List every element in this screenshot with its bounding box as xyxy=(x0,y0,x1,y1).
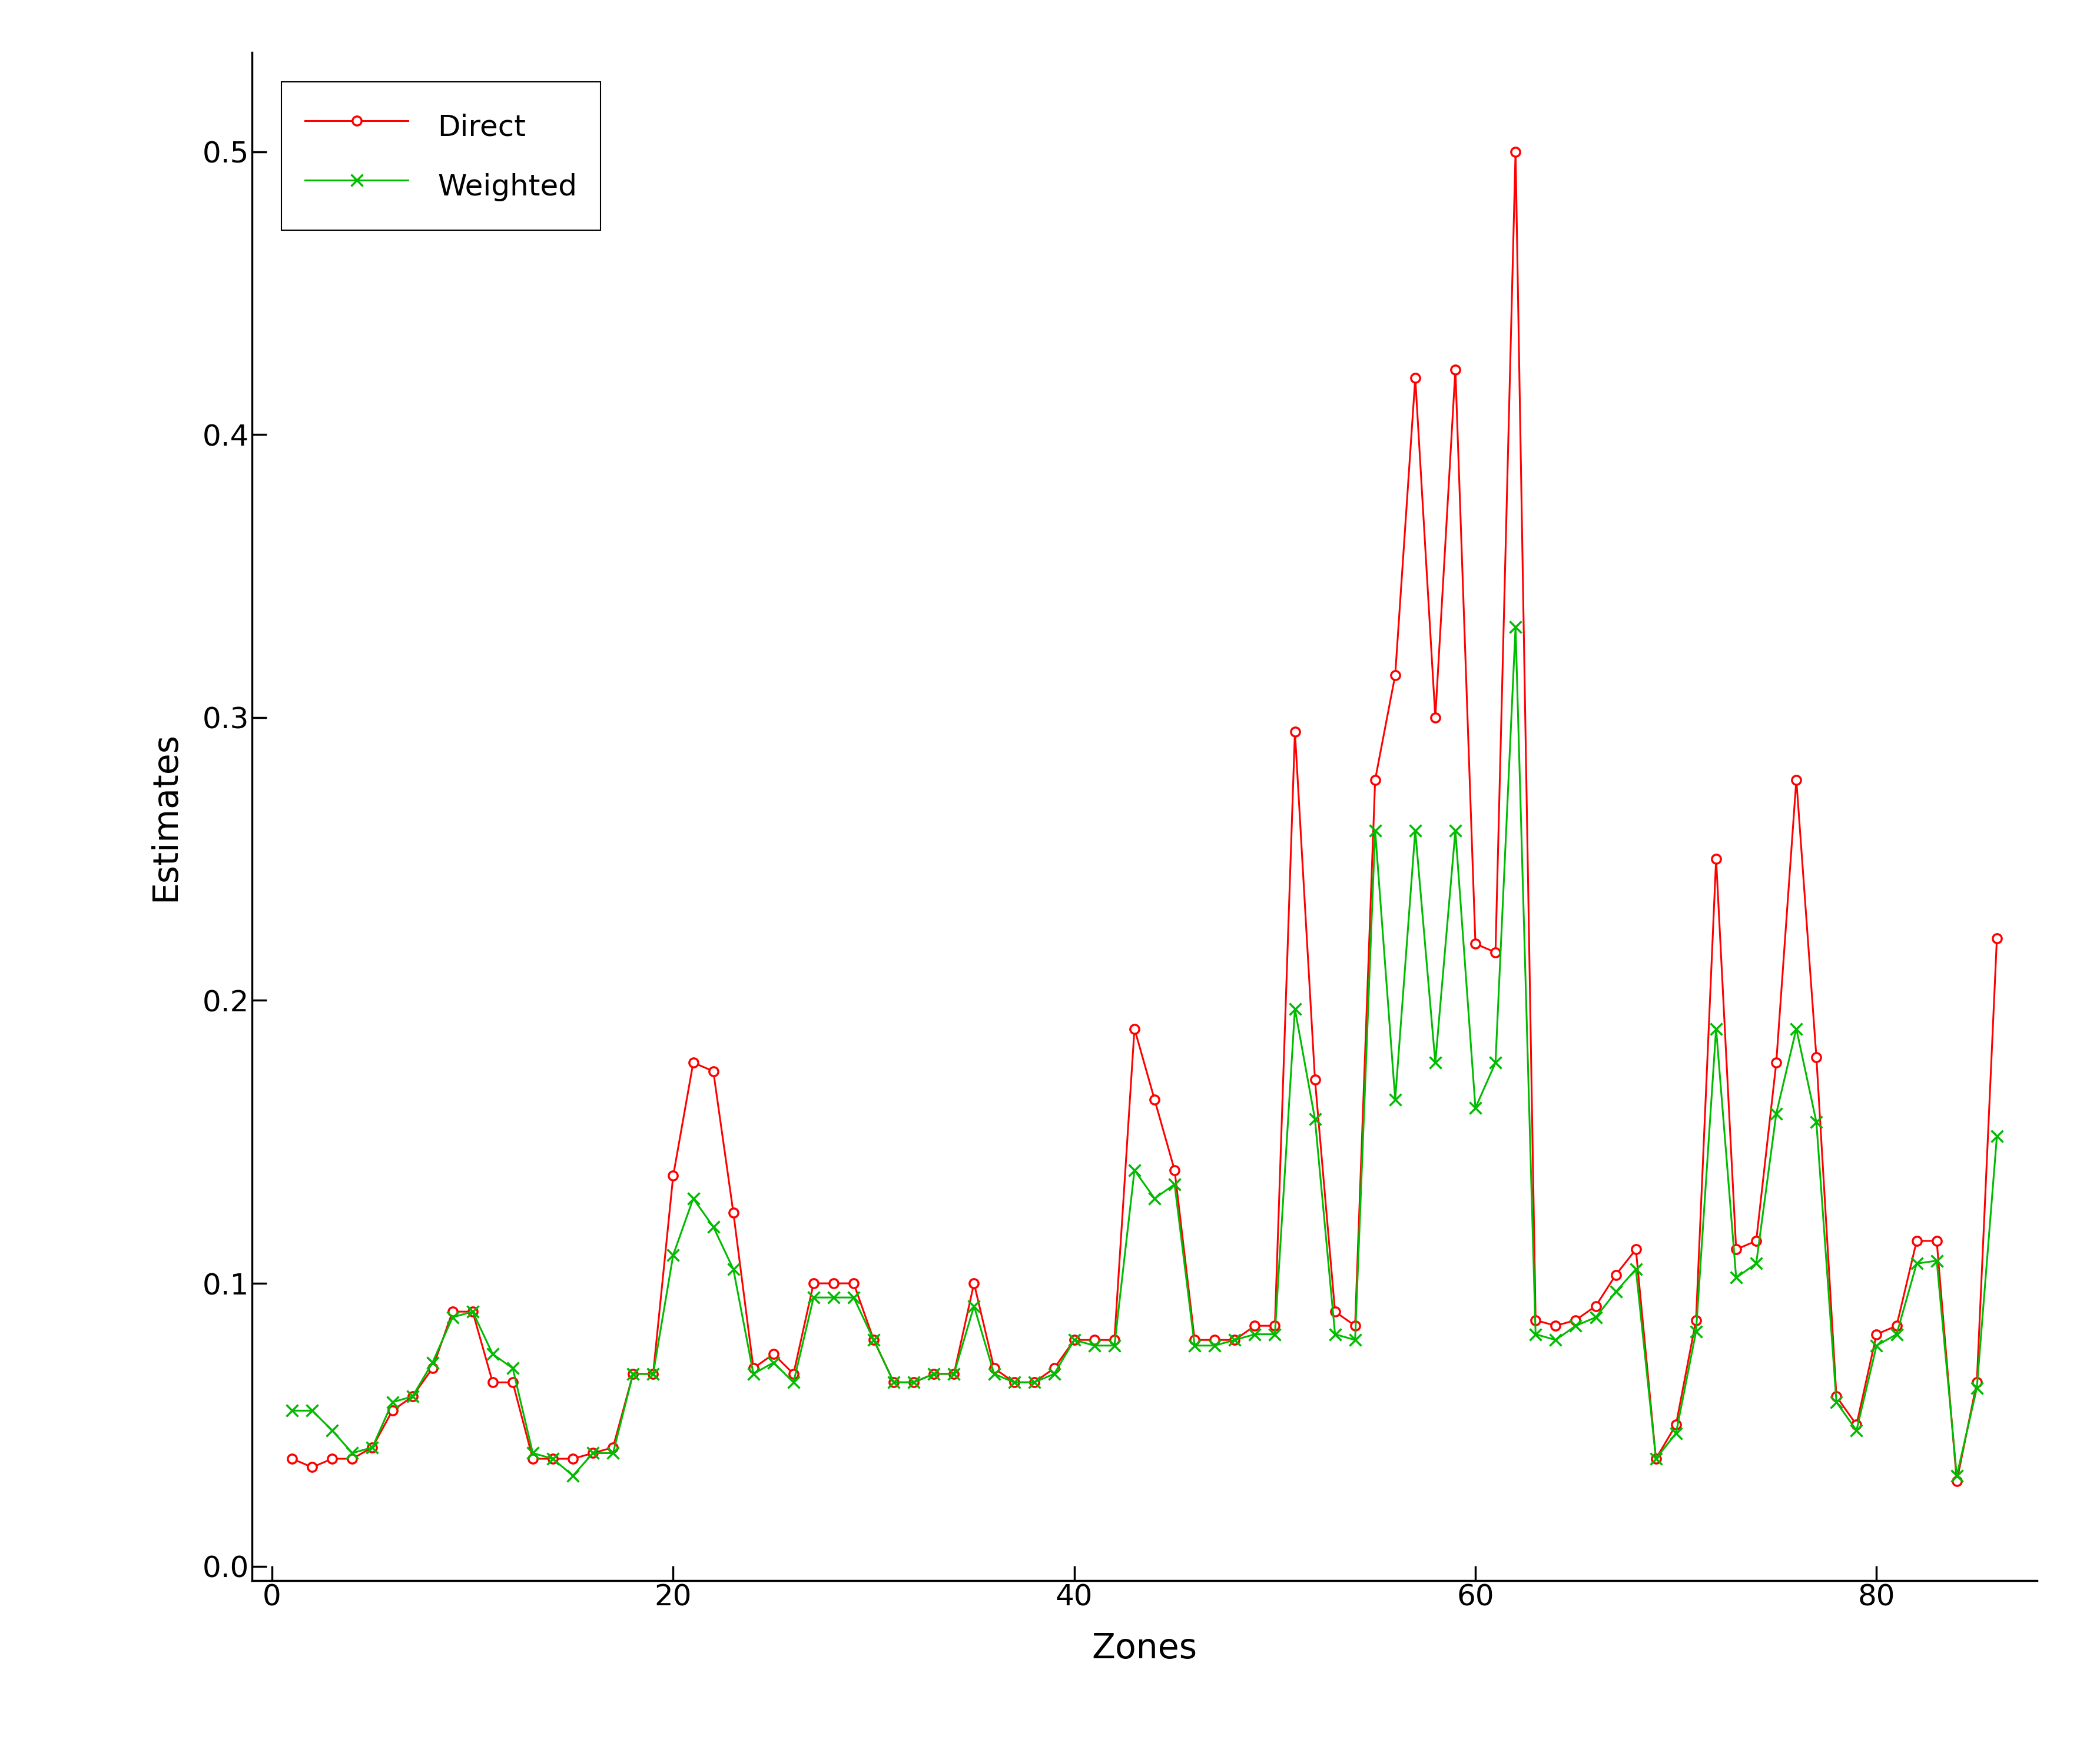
Weighted xyxy=(1984,1126,2010,1147)
Direct xyxy=(279,1449,304,1470)
X-axis label: Zones: Zones xyxy=(1092,1631,1197,1665)
Weighted xyxy=(1623,1259,1649,1280)
Direct xyxy=(460,1301,485,1322)
Weighted xyxy=(1504,616,1529,637)
Weighted xyxy=(460,1301,485,1322)
Y-axis label: Estimates: Estimates xyxy=(149,732,183,901)
Weighted xyxy=(319,1421,344,1442)
Weighted xyxy=(1764,1103,1789,1124)
Line: Direct: Direct xyxy=(288,148,2001,1486)
Direct xyxy=(1743,1231,1768,1252)
Direct xyxy=(1103,1329,1128,1350)
Direct xyxy=(1984,927,2010,948)
Legend: Direct, Weighted: Direct, Weighted xyxy=(281,83,601,230)
Direct xyxy=(1504,140,1529,162)
Weighted xyxy=(279,1400,304,1421)
Direct xyxy=(1945,1472,1970,1493)
Weighted xyxy=(561,1465,586,1486)
Weighted xyxy=(1121,1159,1147,1180)
Direct xyxy=(319,1449,344,1470)
Direct xyxy=(359,1436,384,1457)
Line: Weighted: Weighted xyxy=(286,622,2003,1482)
Direct xyxy=(1602,1264,1628,1285)
Weighted xyxy=(359,1436,384,1457)
